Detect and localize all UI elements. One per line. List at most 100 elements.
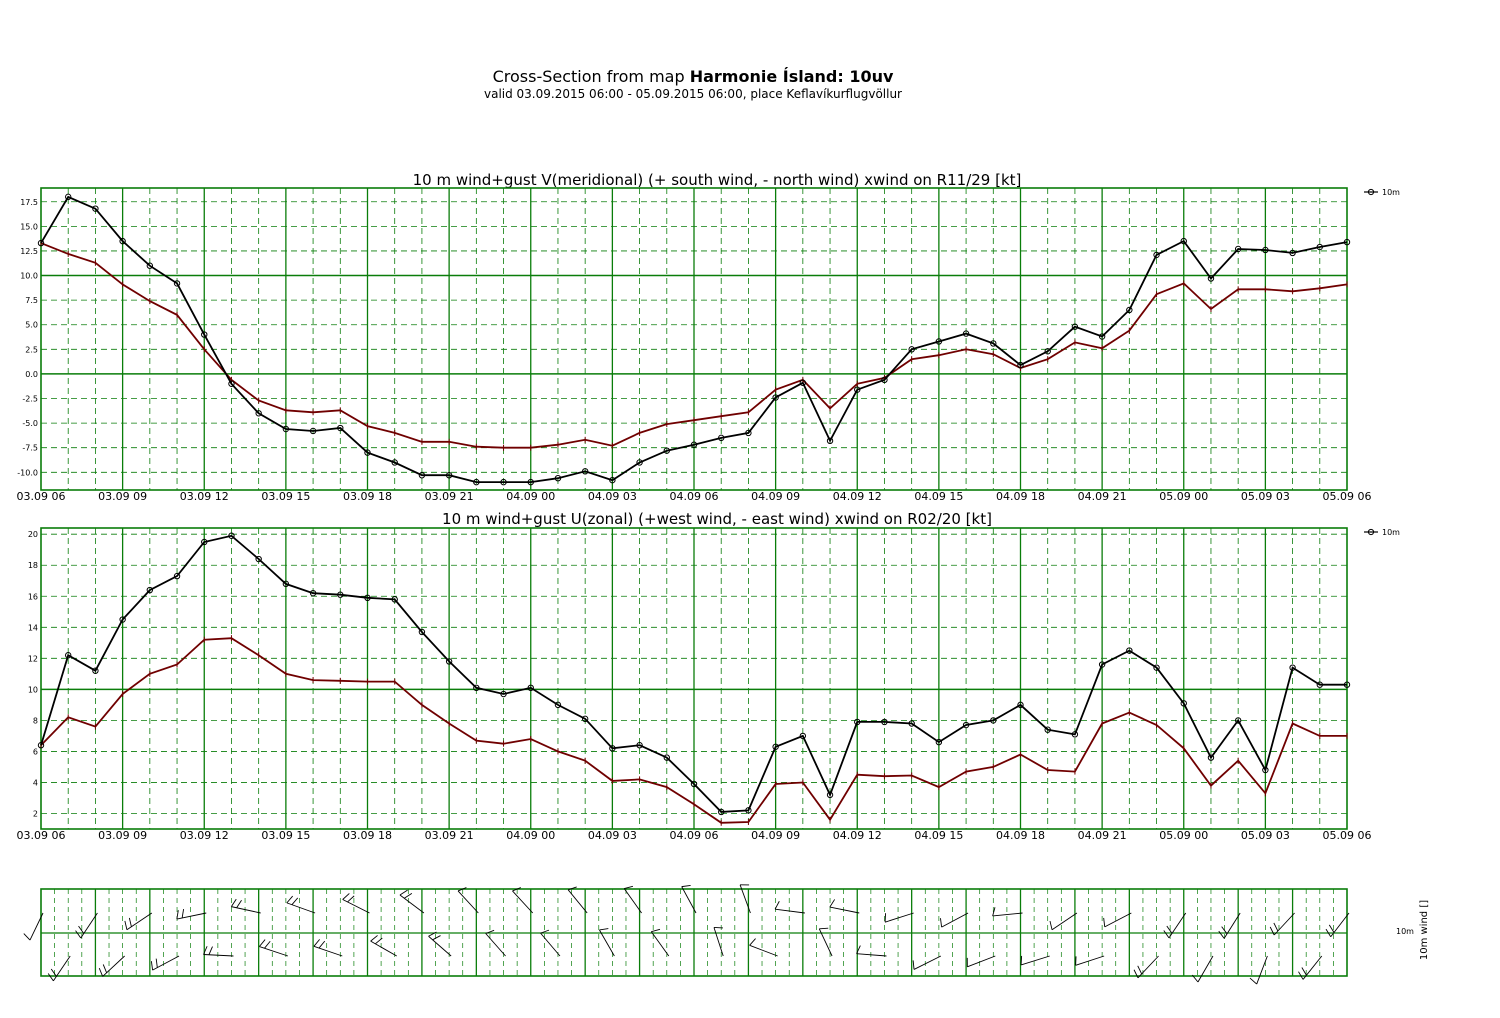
- data-point-wind: [391, 596, 398, 603]
- wind-barb-feather: [75, 930, 82, 939]
- data-point-wind: [1071, 731, 1079, 738]
- wind-barb-staff: [152, 955, 180, 971]
- data-point-wind: [609, 745, 616, 752]
- series-line-wind: [40, 195, 1348, 484]
- data-point-wind: [854, 386, 861, 393]
- wind-barb-feather: [1020, 955, 1023, 965]
- x-tick-label: 03.09 06: [17, 490, 66, 503]
- wind-barb-staff: [259, 946, 289, 957]
- figure-title-bold: Harmonie Ísland: 10uv: [689, 67, 894, 86]
- data-point-wind: [990, 340, 997, 347]
- wind-barb-feather: [432, 935, 441, 941]
- wind-barb-feather: [150, 961, 154, 971]
- wind-barb-staff: [102, 955, 125, 977]
- x-tick-label: 05.09 06: [1323, 490, 1372, 503]
- x-tick-label: 03.09 15: [261, 490, 310, 503]
- wind-barb-feather: [749, 938, 756, 946]
- data-point-wind: [772, 394, 779, 401]
- plot-frame: [40, 187, 1348, 491]
- x-tick-label: 03.09 21: [425, 490, 474, 503]
- data-point-wind: [1262, 246, 1269, 254]
- legend-label: 10m: [1382, 188, 1400, 197]
- wind-barb-feather: [428, 931, 437, 937]
- data-point-wind: [609, 476, 616, 484]
- zonal-wind-chart: 10 m wind+gust U(zonal) (+west wind, - e…: [17, 510, 1401, 842]
- data-point-wind: [1098, 333, 1106, 340]
- data-point-wind: [146, 262, 154, 269]
- wind-barb-staff: [856, 953, 887, 957]
- data-point-wind: [799, 732, 807, 740]
- x-tick-label: 04.09 12: [833, 490, 882, 503]
- wind-barb-feather: [774, 901, 780, 910]
- data-point-wind: [1343, 681, 1351, 688]
- legend-label: 10m: [1382, 528, 1400, 537]
- data-point-wind: [445, 472, 453, 479]
- wind-barb-feather: [829, 899, 836, 908]
- data-point-wind: [1234, 717, 1242, 724]
- x-tick-label: 03.09 21: [425, 829, 474, 842]
- wind-barb-feather: [540, 929, 550, 934]
- wind-barb-feather: [1325, 928, 1332, 938]
- barb-grid: [40, 888, 1348, 977]
- data-point-wind: [1098, 661, 1106, 668]
- figure-subtitle: valid 03.09.2015 06:00 - 05.09.2015 06:0…: [483, 87, 902, 101]
- data-point-wind: [146, 586, 154, 594]
- data-point-wind: [581, 715, 589, 723]
- data-point-wind: [663, 447, 670, 454]
- y-tick-label: 10.0: [20, 272, 38, 281]
- wind-barb-feather: [624, 885, 634, 889]
- wind-barb-staff: [126, 912, 153, 931]
- x-tick-label: 05.09 00: [1159, 490, 1208, 503]
- wind-barb-staff: [650, 931, 670, 957]
- data-point-wind: [990, 717, 997, 724]
- data-point-wind: [1153, 251, 1160, 259]
- wind-barb-panel: 10m 10m wind []: [23, 884, 1430, 985]
- x-tick-label: 03.09 18: [343, 490, 392, 503]
- wind-barb-staff: [713, 927, 724, 957]
- wind-barb-feather: [155, 958, 158, 968]
- y-tick-label: 12.5: [20, 247, 38, 256]
- wind-barb-staff: [749, 944, 778, 957]
- wind-barb-feather: [856, 945, 861, 954]
- data-point-wind: [418, 472, 426, 479]
- data-point-wind: [554, 701, 562, 709]
- wind-barb-staff: [623, 888, 642, 914]
- data-point-wind: [282, 425, 290, 433]
- x-tick-label: 04.09 21: [1078, 829, 1127, 842]
- wind-barb-feather: [512, 887, 521, 892]
- data-point-wind: [65, 652, 72, 659]
- data-point-wind: [826, 791, 834, 799]
- data-point-wind: [718, 434, 725, 442]
- data-point-wind: [1316, 681, 1323, 688]
- data-point-wind: [1343, 238, 1351, 246]
- data-point-wind: [1180, 237, 1187, 245]
- data-point-wind: [962, 721, 970, 729]
- x-tick-label: 03.09 09: [98, 490, 147, 503]
- data-point-wind: [500, 478, 507, 486]
- data-point-wind: [473, 478, 480, 486]
- wind-barb-staff: [1168, 912, 1187, 939]
- data-point-wind: [1207, 754, 1215, 761]
- wind-barb-feather: [1221, 926, 1228, 935]
- x-tick-label: 05.09 06: [1323, 829, 1372, 842]
- meridional-x-ticks: 03.09 06 03.09 09 03.09 12 03.09 15 03.09 18…: [17, 490, 1372, 503]
- zonal-chart-title: 10 m wind+gust U(zonal) (+west wind, - e…: [442, 510, 992, 528]
- wind-barb-feather: [342, 893, 350, 900]
- data-point-wind: [337, 591, 344, 598]
- data-point-wind: [935, 338, 943, 345]
- y-tick-label: 15.0: [20, 222, 38, 231]
- data-point-wind: [473, 684, 480, 692]
- wind-barb-feather: [1249, 977, 1257, 985]
- wind-barb-feather: [1163, 930, 1170, 939]
- wind-barb-feather: [264, 940, 271, 949]
- meridional-series: [37, 193, 1351, 486]
- x-tick-label: 04.09 06: [670, 829, 719, 842]
- data-point-wind: [799, 379, 807, 386]
- data-point-wind: [962, 330, 970, 337]
- data-point-wind: [908, 346, 915, 353]
- wind-barb-feather: [1301, 967, 1307, 976]
- data-point-wind: [65, 193, 72, 201]
- x-tick-label: 04.09 09: [751, 829, 800, 842]
- y-tick-label: 7.5: [25, 296, 38, 305]
- data-point-wind: [37, 742, 45, 749]
